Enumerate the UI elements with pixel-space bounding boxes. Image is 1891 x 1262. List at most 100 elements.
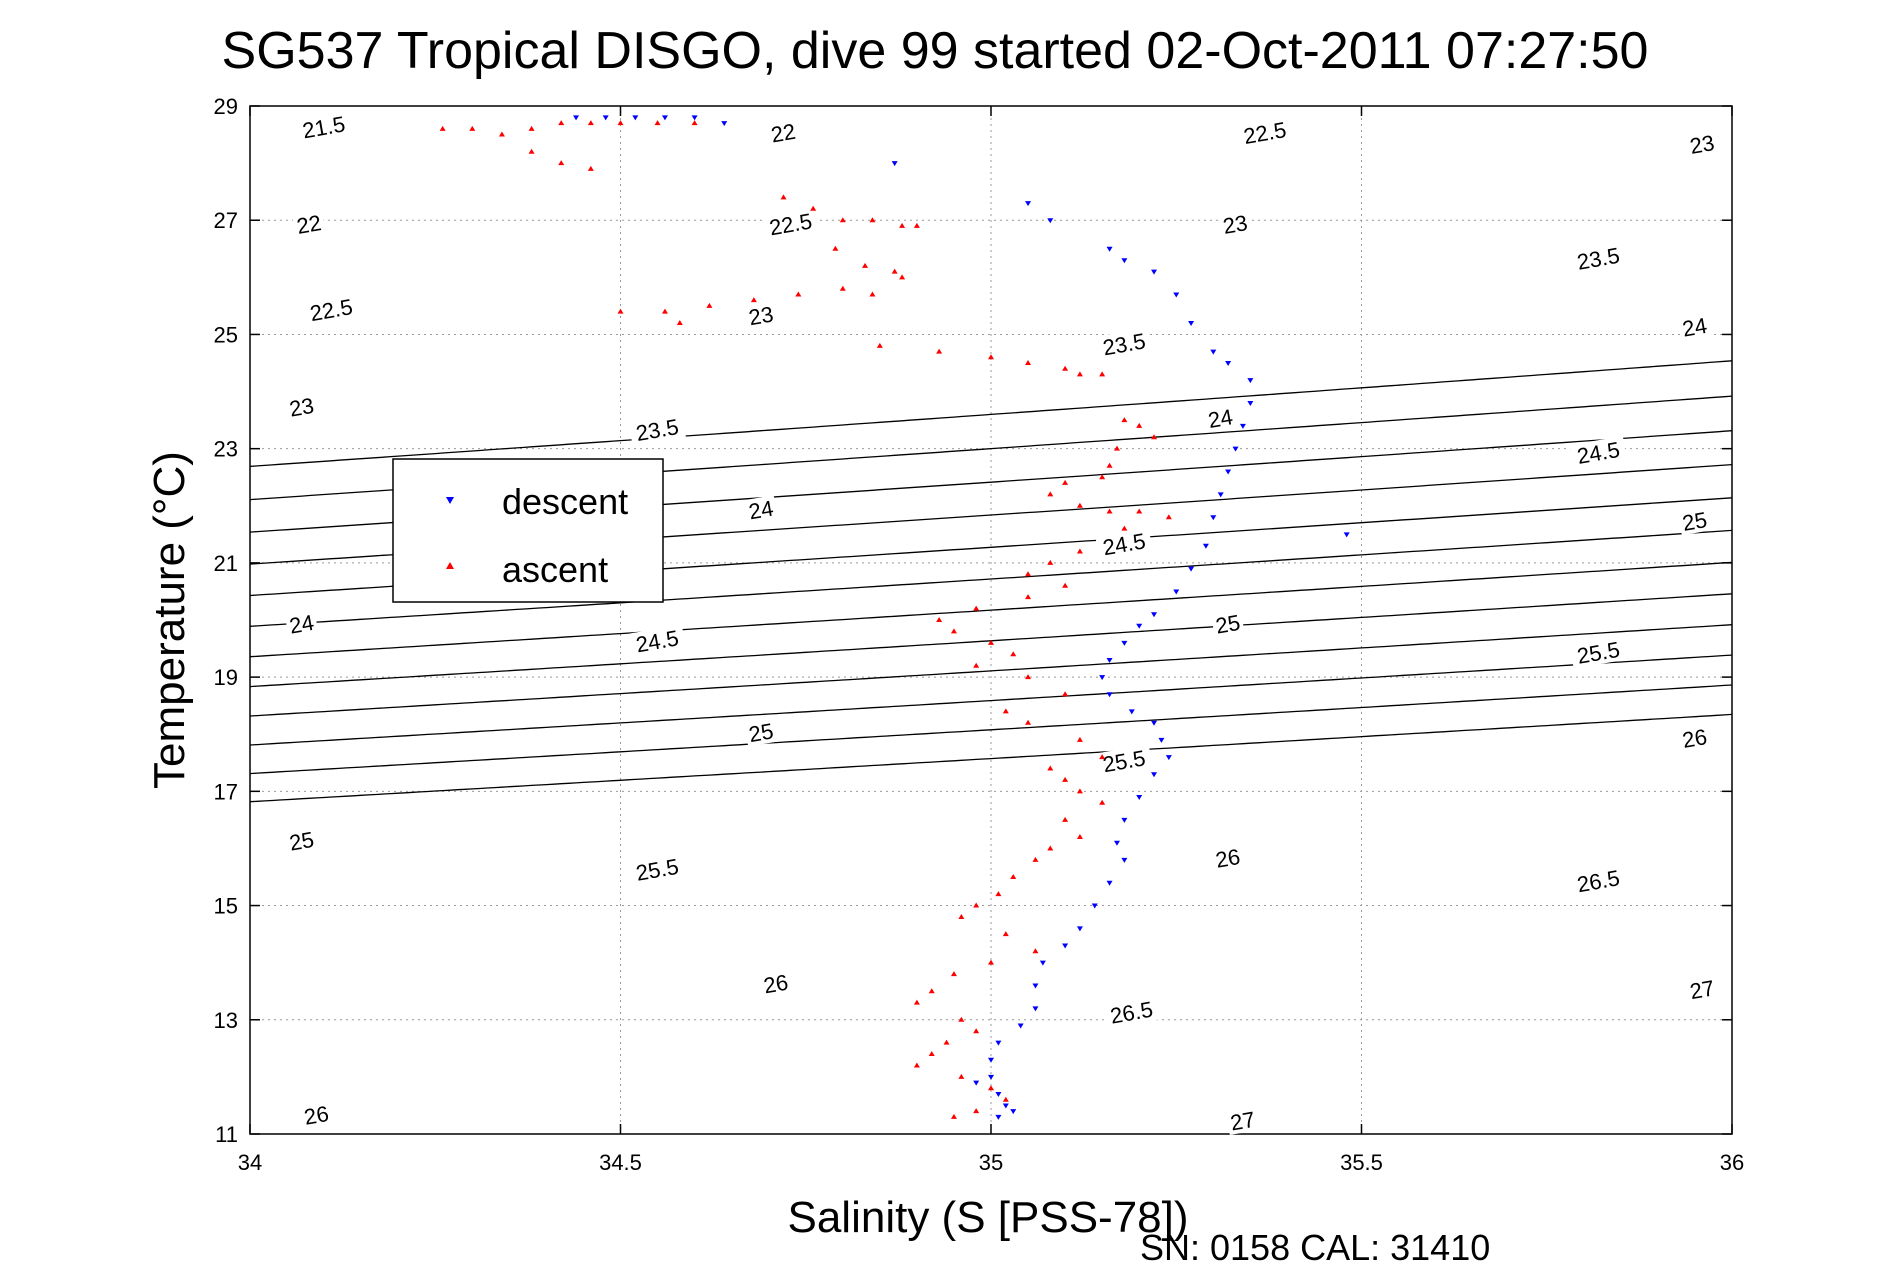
ascent-point bbox=[876, 342, 883, 348]
isopycnal-line bbox=[249, 529, 1733, 627]
ascent-point bbox=[995, 891, 1002, 897]
ascent-point bbox=[691, 120, 698, 126]
ascent-point bbox=[973, 1028, 980, 1034]
descent-point bbox=[1106, 657, 1113, 663]
x-tick-label: 34.5 bbox=[599, 1150, 642, 1175]
ascent-point bbox=[528, 148, 535, 154]
isopycnal-label-bg bbox=[1569, 864, 1627, 898]
isopycnal-label: 25 bbox=[1680, 507, 1708, 536]
ascent-point bbox=[1076, 502, 1083, 508]
ascent-point bbox=[750, 297, 757, 303]
ascent-point bbox=[973, 662, 980, 668]
isopycnal-label-bg bbox=[299, 1100, 334, 1130]
descent-point bbox=[1217, 492, 1224, 498]
ascent-point bbox=[936, 348, 943, 354]
isopycnal-label-bg bbox=[295, 110, 353, 144]
ascent-point bbox=[1002, 931, 1009, 937]
isopycnal-label: 25 bbox=[1214, 610, 1242, 639]
isopycnal-label: 22 bbox=[295, 210, 323, 239]
isopycnal-label-bg bbox=[758, 969, 793, 998]
ascent-point bbox=[1106, 462, 1113, 468]
descent-point bbox=[1239, 423, 1246, 429]
x-tick-label: 35 bbox=[979, 1150, 1003, 1175]
isopycnal-label: 23 bbox=[747, 301, 775, 330]
ascent-point bbox=[869, 217, 876, 223]
y-tick-label: 13 bbox=[214, 1008, 238, 1033]
ascent-point bbox=[1047, 491, 1054, 497]
y-tick-label: 11 bbox=[215, 1122, 238, 1147]
y-tick-label: 29 bbox=[214, 94, 238, 119]
descent-point bbox=[1076, 926, 1083, 932]
isopycnal-label: 22 bbox=[769, 119, 797, 148]
isopycnal-label: 26 bbox=[302, 1101, 330, 1130]
descent-point bbox=[995, 1040, 1002, 1046]
descent-point bbox=[1010, 1109, 1017, 1115]
descent-point bbox=[573, 115, 580, 121]
ascent-point bbox=[862, 262, 869, 268]
descent-point bbox=[1173, 292, 1180, 298]
descent-point bbox=[1039, 960, 1046, 966]
ascent-point bbox=[498, 131, 505, 137]
isopycnal-label: 25 bbox=[747, 718, 775, 747]
y-tick-label: 21 bbox=[214, 551, 238, 576]
descent-point bbox=[1047, 218, 1054, 224]
ascent-point bbox=[1076, 788, 1083, 794]
ascent-point bbox=[1076, 548, 1083, 554]
ascent-point bbox=[1099, 371, 1106, 377]
isopycnal-label-bg bbox=[1225, 1106, 1260, 1136]
ascent-point bbox=[839, 285, 846, 291]
ascent-point bbox=[1025, 719, 1032, 725]
ascent-point bbox=[973, 902, 980, 908]
legend-ascent-marker bbox=[446, 562, 454, 569]
isopycnal-label: 24 bbox=[747, 496, 775, 525]
isopycnal-label-bg bbox=[744, 717, 778, 747]
isopycnal-label-bg bbox=[761, 207, 820, 241]
descent-point bbox=[988, 1074, 994, 1080]
ascent-point bbox=[1076, 834, 1083, 840]
isopycnal-label-bg bbox=[284, 609, 319, 639]
isopycnal-label-bg bbox=[1203, 403, 1238, 433]
ascent-point bbox=[587, 165, 594, 171]
x-tick-label: 36 bbox=[1720, 1150, 1744, 1175]
isopycnal-label-bg bbox=[744, 495, 778, 524]
x-tick-label: 35.5 bbox=[1340, 1150, 1383, 1175]
y-tick-label: 27 bbox=[214, 208, 238, 233]
ascent-point bbox=[810, 205, 817, 211]
descent-point bbox=[1032, 1006, 1039, 1012]
ascent-point bbox=[617, 120, 624, 126]
descent-point bbox=[1225, 469, 1232, 475]
ascent-point bbox=[913, 222, 920, 228]
isopycnal-label-bg bbox=[744, 300, 778, 330]
ascent-point bbox=[958, 1016, 965, 1022]
isopycnal-label-bg bbox=[302, 293, 360, 327]
isopycnal-label-bg bbox=[1095, 327, 1153, 361]
descent-point bbox=[1062, 943, 1069, 949]
isopycnal-label: 27 bbox=[1688, 975, 1716, 1004]
isopycnal-line bbox=[249, 624, 1733, 717]
isopycnal-label-bg bbox=[284, 826, 319, 856]
isopycnal-label: 23 bbox=[287, 393, 315, 422]
descent-point bbox=[1032, 983, 1039, 989]
ascent-point bbox=[928, 1051, 935, 1057]
descent-point bbox=[1121, 857, 1128, 863]
isopycnal-label-bg bbox=[1677, 312, 1712, 342]
series-descent bbox=[573, 115, 1350, 1120]
descent-point bbox=[1106, 880, 1113, 886]
descent-point bbox=[1151, 612, 1158, 618]
ascent-point bbox=[1062, 582, 1069, 588]
descent-point bbox=[988, 1057, 994, 1063]
ascent-point bbox=[936, 617, 943, 622]
x-tick-label: 34 bbox=[238, 1150, 262, 1175]
ascent-point bbox=[1151, 434, 1158, 440]
descent-point bbox=[1099, 675, 1106, 681]
descent-point bbox=[1121, 640, 1128, 646]
ascent-point bbox=[839, 217, 846, 223]
isopycnal-line bbox=[249, 561, 1733, 658]
ascent-point bbox=[1136, 422, 1143, 428]
ascent-point bbox=[1099, 474, 1106, 480]
isopycnal-label: 24 bbox=[1680, 313, 1708, 342]
series-ascent bbox=[439, 120, 1172, 1119]
ascent-point bbox=[950, 628, 957, 634]
ascent-point bbox=[1099, 799, 1106, 805]
